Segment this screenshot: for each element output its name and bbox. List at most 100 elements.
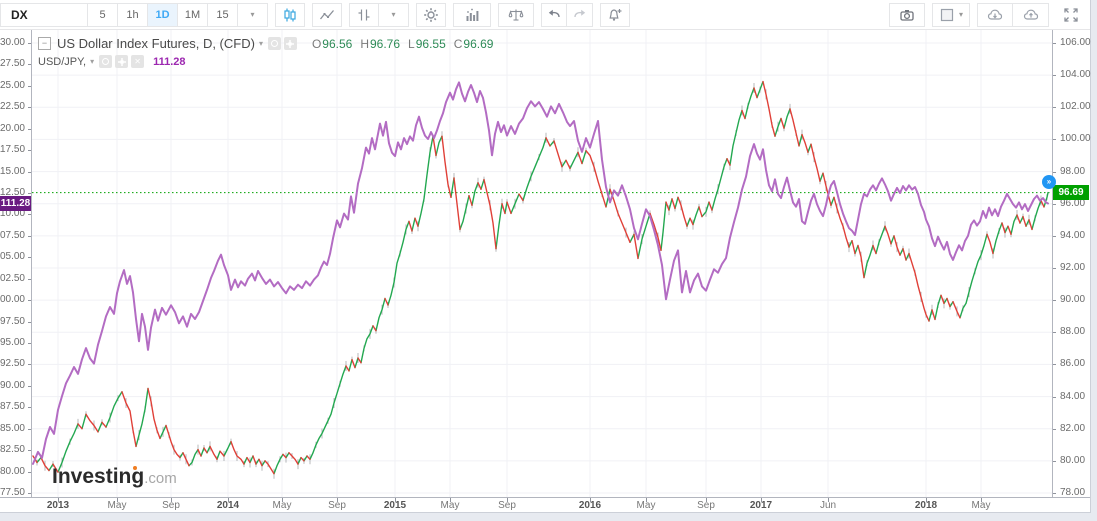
left-axis-label: 127.50 [0, 58, 25, 70]
main-symbol-title: US Dollar Index Futures, D, (CFD) [57, 36, 255, 51]
time-axis-tick [706, 498, 707, 502]
cloud-upload-icon [1023, 9, 1038, 20]
right-price-scale[interactable]: 106.00 104.00 102.00 100.00 98.00 96.00 94.00 9… [1052, 30, 1091, 498]
toolbar-left-group: DX 5 1h 1D 1M 15 ▾ ▾ [0, 0, 630, 30]
right-axis-tick [1053, 460, 1056, 462]
left-axis-label: 105.00 [0, 251, 25, 263]
right-axis-tick [1053, 364, 1056, 366]
interval-button-1h[interactable]: 1h [118, 2, 148, 27]
plot-canvas[interactable] [32, 30, 1052, 497]
time-axis-label: Sep [328, 500, 346, 511]
time-axis-tick [507, 498, 508, 502]
chart-toolbar: DX 5 1h 1D 1M 15 ▾ ▾ [0, 0, 1090, 30]
time-axis-label: 2013 [46, 500, 70, 511]
left-axis-tick [28, 193, 31, 194]
scroll-to-realtime-icon[interactable]: » [1042, 174, 1056, 189]
eye-icon[interactable] [99, 55, 113, 68]
fullscreen-button[interactable] [1056, 2, 1086, 27]
snapshot-button[interactable] [889, 2, 925, 27]
left-axis-label: 95.00 [0, 337, 25, 348]
settings-button[interactable] [416, 2, 446, 27]
left-axis-label: 97.50 [0, 315, 25, 327]
load-chart-button[interactable] [977, 2, 1013, 27]
time-axis-label: May [107, 500, 127, 511]
low-label: L [408, 36, 415, 51]
line-style-button[interactable] [312, 2, 342, 27]
right-axis-tick [1053, 171, 1056, 173]
right-axis-label: 92.00 [1060, 262, 1086, 273]
save-chart-button[interactable] [1013, 2, 1049, 27]
right-axis-label: 104.00 [1060, 69, 1091, 81]
left-axis-tick [28, 364, 31, 366]
layout-select-button[interactable]: ▾ [932, 2, 970, 27]
eye-icon[interactable] [267, 37, 281, 50]
left-axis-label: 85.00 [0, 422, 25, 434]
left-axis-tick [28, 407, 31, 409]
left-axis-tick [28, 450, 31, 452]
interval-button-5[interactable]: 5 [88, 2, 118, 27]
investing-watermark: Investing .com [52, 465, 177, 489]
chevron-down-icon[interactable]: ▾ [258, 39, 263, 48]
gear-icon[interactable] [283, 37, 297, 50]
time-axis-label: May [971, 500, 991, 511]
right-axis-label: 106.00 [1060, 37, 1091, 48]
scales-icon [508, 9, 524, 21]
time-axis-label: 2018 [914, 500, 938, 511]
time-axis-tick [828, 498, 829, 502]
left-axis-label: 117.50 [0, 144, 25, 156]
compare-scales-button[interactable] [498, 2, 534, 27]
redo-button[interactable] [567, 2, 593, 27]
brand-dot-icon [133, 466, 137, 470]
indicators-button[interactable] [453, 2, 491, 27]
overlay-line-series [32, 81, 1049, 465]
right-axis-tick [1053, 203, 1056, 205]
left-axis-label: 125.00 [0, 79, 25, 91]
interval-button-1m[interactable]: 1M [178, 2, 208, 27]
left-axis-label: 130.00 [0, 37, 25, 48]
time-axis-tick [337, 498, 338, 502]
left-axis-label: 90.00 [0, 379, 25, 391]
interval-dropdown-button[interactable]: ▾ [238, 2, 268, 27]
left-axis-tick [28, 171, 31, 173]
left-price-scale[interactable]: 130.00 127.50 125.00 122.50 120.00 117.50 115.… [0, 30, 32, 498]
time-axis-label: Sep [498, 500, 516, 511]
gear-icon [424, 7, 438, 22]
chevron-down-icon[interactable]: ▾ [90, 57, 95, 66]
left-axis-tick [28, 107, 31, 109]
left-axis-tick [28, 385, 31, 387]
page-background [0, 513, 1097, 521]
add-alert-button[interactable] [600, 2, 630, 27]
time-axis-label: May [636, 500, 656, 511]
candles-up-series [36, 80, 1049, 475]
interval-button-15[interactable]: 15 [208, 2, 238, 27]
left-axis-tick [28, 150, 31, 152]
time-axis-tick [395, 498, 396, 502]
alert-bell-icon [609, 8, 622, 21]
right-axis-label: 94.00 [1060, 229, 1086, 241]
right-axis-label: 88.00 [1060, 326, 1086, 338]
undo-button[interactable] [541, 2, 567, 27]
right-axis-label: 78.00 [1060, 487, 1086, 498]
chart-style-dropdown-button[interactable]: ▾ [379, 2, 409, 27]
close-icon[interactable]: ✕ [131, 55, 145, 68]
interval-button-1d[interactable]: 1D [148, 2, 178, 27]
symbol-input[interactable]: DX [0, 2, 88, 27]
gear-icon[interactable] [115, 55, 129, 68]
left-axis-tick [28, 128, 31, 130]
right-axis-tick [1053, 43, 1056, 44]
legend-overlay-row: USD/JPY, ▾ ✕ 111.28 [38, 55, 493, 68]
candlestick-style-button[interactable] [275, 2, 305, 27]
cloud-download-icon [987, 9, 1003, 20]
collapse-legend-icon[interactable]: − [38, 37, 51, 50]
time-scale[interactable]: 2013 May Sep 2014 May Sep 2015 May Sep 2016 May Sep… [0, 497, 1090, 512]
time-axis-label: Jun [819, 500, 837, 511]
right-axis-tick [1053, 107, 1056, 109]
fullscreen-icon [1064, 7, 1078, 22]
time-axis-label: 2014 [216, 500, 240, 511]
compare-button[interactable] [349, 2, 379, 27]
left-axis-tick [28, 235, 31, 237]
left-axis-label: 77.50 [0, 487, 25, 498]
brand-wordmark: Investing [52, 465, 145, 488]
